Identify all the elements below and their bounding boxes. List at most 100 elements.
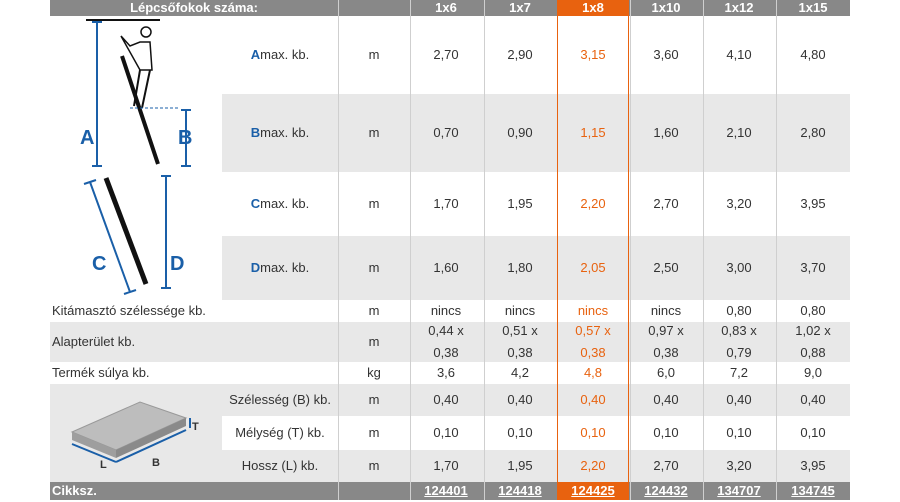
table-row-a: A max. kb. m 2,70 2,90 3,15 3,60 4,10 4,…: [50, 16, 850, 94]
row-suly-label: Termék súlya kb.: [52, 365, 150, 380]
row-c-label: C max. kb.: [250, 196, 310, 211]
col-head-1x12: 1x12: [724, 0, 754, 15]
header-row: Lépcsőfokok száma: 1x6 1x7 1x8 1x10 1x12…: [50, 0, 850, 16]
dim-c-label: C: [92, 253, 106, 275]
row-a-label: A max. kb.: [250, 47, 310, 62]
article-code-link[interactable]: 134745: [791, 483, 835, 498]
table-row-szelesseg: Szélesség (B) kb. m 0,40 0,40 0,40 0,40 …: [50, 384, 850, 416]
col-head-1x6: 1x6: [435, 0, 457, 15]
row-szelesseg-unit: m: [368, 392, 380, 407]
dim-a-label: A: [80, 127, 94, 149]
person-head: [140, 26, 152, 38]
row-szelesseg-val: 0,40: [653, 392, 679, 407]
article-code-link[interactable]: 124432: [644, 483, 688, 498]
row-hossz-label: Hossz (L) kb.: [241, 458, 319, 473]
row-szelesseg-val: 0,40: [726, 392, 752, 407]
row-kitamaszto-val: nincs: [504, 303, 536, 318]
svg-text:B: B: [152, 457, 160, 469]
footer-row: Cikksz. 124401 124418 124425 124432 1347…: [50, 482, 850, 500]
col-divider: [630, 0, 631, 500]
row-alapterulet-label: Alapterület kb.: [52, 334, 136, 349]
row-alapterulet-val: 1,02 x 0,88: [795, 323, 831, 360]
row-hossz-val: 1,95: [507, 458, 533, 473]
row-kitamaszto-val: nincs: [430, 303, 462, 318]
row-melyseg-unit: m: [368, 425, 380, 440]
row-c-val: 2,20: [580, 196, 606, 211]
row-d-val: 3,70: [800, 260, 826, 275]
row-szelesseg-label: Szélesség (B) kb.: [229, 392, 331, 407]
table-row-c: C max. kb. m 1,70 1,95 2,20 2,70 3,20 3,…: [50, 172, 850, 236]
svg-text:T: T: [192, 421, 199, 433]
table-row-melyseg: Mélység (T) kb. m 0,10 0,10 0,10 0,10 0,…: [50, 416, 850, 450]
footer-label: Cikksz.: [52, 483, 97, 498]
row-melyseg-val: 0,10: [433, 425, 459, 440]
dim-c-line: [89, 181, 131, 293]
row-kitamaszto-val: 0,80: [726, 303, 752, 318]
row-suly-val: 3,6: [436, 365, 456, 380]
row-b-label: B max. kb.: [250, 125, 310, 140]
table-row-suly: Termék súlya kb. kg 3,6 4,2 4,8 6,0 7,2 …: [50, 362, 850, 384]
row-szelesseg-val: 0,40: [507, 392, 533, 407]
col-divider: [703, 0, 704, 500]
col-head-1x7: 1x7: [509, 0, 531, 15]
row-c-unit: m: [368, 196, 380, 211]
row-b-val: 0,70: [433, 125, 459, 140]
col-divider: [484, 0, 485, 500]
row-suly-val: 7,2: [729, 365, 749, 380]
row-a-val: 3,60: [653, 47, 679, 62]
row-a-val: 4,80: [800, 47, 826, 62]
row-alapterulet-val: 0,57 x 0,38: [575, 323, 611, 360]
row-b-unit: m: [368, 125, 380, 140]
row-c-val: 3,20: [726, 196, 752, 211]
row-b-val: 2,10: [726, 125, 752, 140]
row-d-val: 2,50: [653, 260, 679, 275]
row-kitamaszto-val: nincs: [577, 303, 609, 318]
row-b-val: 0,90: [507, 125, 533, 140]
row-c-val: 2,70: [653, 196, 679, 211]
row-szelesseg-val: 0,40: [580, 392, 606, 407]
row-d-val: 3,00: [726, 260, 752, 275]
row-szelesseg-val: 0,40: [433, 392, 459, 407]
ladder-diagram: A B C D: [80, 19, 192, 295]
row-d-val: 2,05: [580, 260, 606, 275]
row-alapterulet-unit: m: [368, 334, 380, 349]
row-melyseg-val: 0,10: [653, 425, 679, 440]
col-divider: [410, 0, 411, 500]
row-hossz-val: 3,20: [726, 458, 752, 473]
row-kitamaszto-val: 0,80: [800, 303, 826, 318]
row-c-val: 1,95: [507, 196, 533, 211]
row-alapterulet-val: 0,97 x 0,38: [648, 323, 684, 360]
row-d-val: 1,60: [433, 260, 459, 275]
dim-d-label: D: [170, 253, 184, 275]
row-d-label: D max. kb.: [250, 260, 310, 275]
row-d-val: 1,80: [507, 260, 533, 275]
header-title: Lépcsőfokok száma:: [130, 0, 258, 15]
row-d-unit: m: [368, 260, 380, 275]
dim-b-label: B: [178, 127, 192, 149]
row-hossz-val: 1,70: [433, 458, 459, 473]
article-code-link[interactable]: 124418: [498, 483, 542, 498]
row-c-val: 3,95: [800, 196, 826, 211]
box-diagram: T L B: [70, 401, 199, 471]
row-szelesseg-val: 0,40: [800, 392, 826, 407]
row-melyseg-val: 0,10: [580, 425, 606, 440]
row-hossz-unit: m: [368, 458, 380, 473]
article-code-link[interactable]: 124425: [557, 482, 629, 500]
row-suly-unit: kg: [367, 365, 381, 380]
row-suly-val: 4,2: [510, 365, 530, 380]
row-kitamaszto-unit: m: [368, 303, 380, 318]
row-b-val: 1,60: [653, 125, 679, 140]
table-row-hossz: Hossz (L) kb. m 1,70 1,95 2,20 2,70 3,20…: [50, 450, 850, 482]
row-melyseg-val: 0,10: [726, 425, 752, 440]
col-head-1x10: 1x10: [651, 0, 681, 15]
col-divider: [338, 0, 339, 500]
col-divider: [776, 0, 777, 500]
article-code-link[interactable]: 124401: [424, 483, 468, 498]
row-kitamaszto-val: nincs: [650, 303, 682, 318]
ladder-lower: [103, 177, 149, 285]
table-row-kitamaszto: Kitámasztó szélessége kb. m nincs nincs …: [50, 300, 850, 322]
row-alapterulet-val: 0,51 x 0,38: [502, 323, 538, 360]
article-code-link[interactable]: 134707: [717, 483, 761, 498]
ladder-upper: [120, 55, 160, 165]
